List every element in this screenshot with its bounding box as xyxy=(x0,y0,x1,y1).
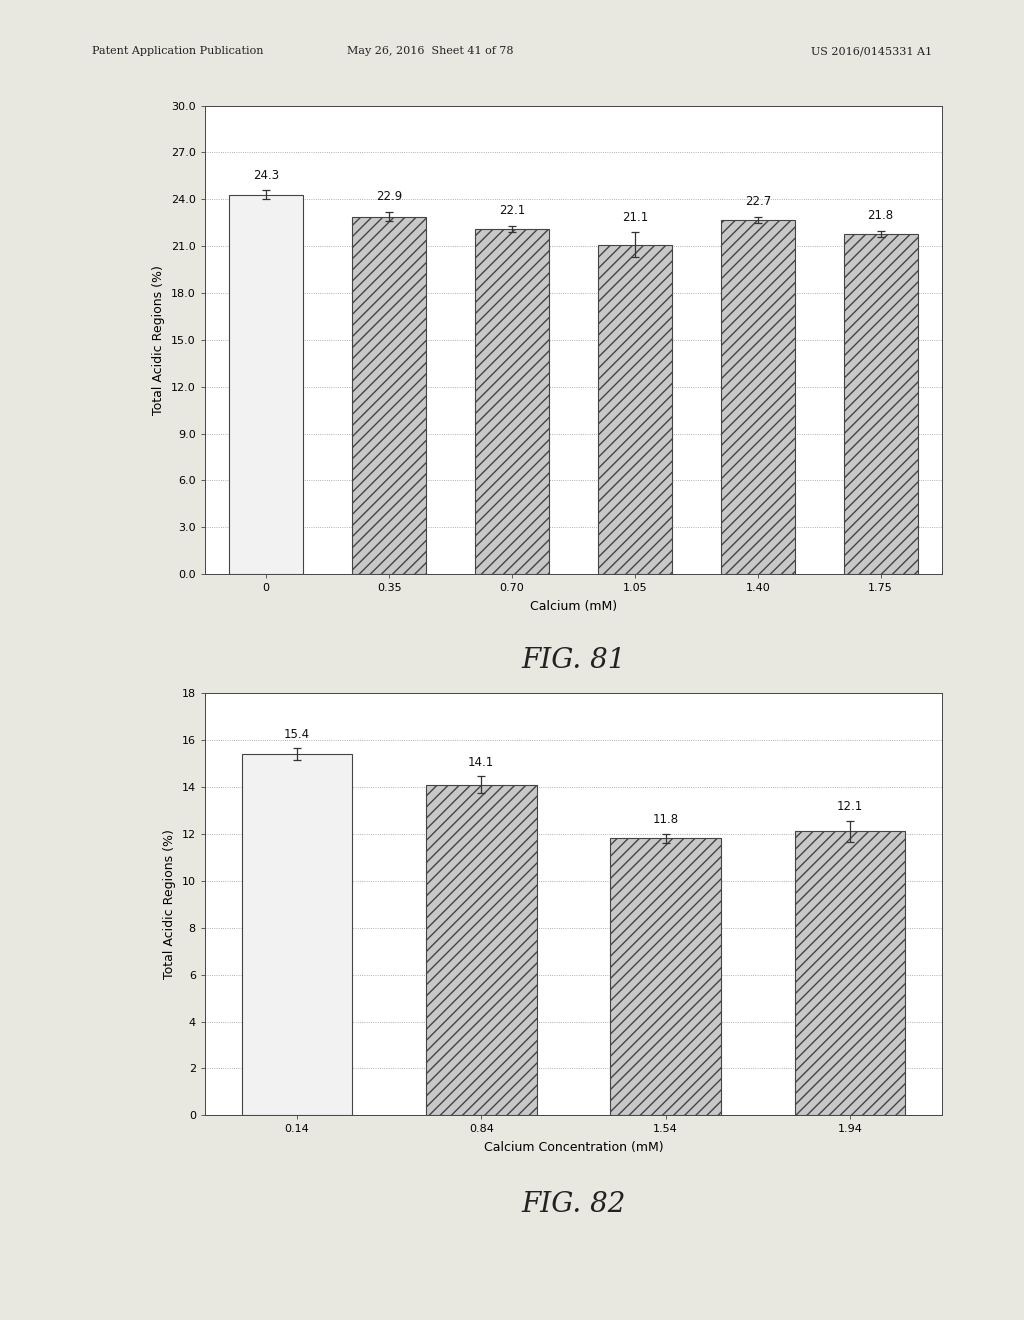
Text: 14.1: 14.1 xyxy=(468,756,495,768)
Bar xyxy=(610,838,721,1115)
Bar xyxy=(598,244,672,574)
Text: 21.8: 21.8 xyxy=(867,209,894,222)
Text: 22.1: 22.1 xyxy=(499,205,525,218)
Bar xyxy=(426,784,537,1115)
Bar xyxy=(844,234,918,574)
Text: 11.8: 11.8 xyxy=(652,813,679,826)
Text: 12.1: 12.1 xyxy=(837,800,863,813)
X-axis label: Calcium (mM): Calcium (mM) xyxy=(529,601,617,614)
Bar xyxy=(242,754,352,1115)
Text: May 26, 2016  Sheet 41 of 78: May 26, 2016 Sheet 41 of 78 xyxy=(347,46,513,57)
Text: FIG. 82: FIG. 82 xyxy=(521,1191,626,1217)
Bar xyxy=(352,216,426,574)
Text: Patent Application Publication: Patent Application Publication xyxy=(92,46,263,57)
Bar xyxy=(795,832,905,1115)
Y-axis label: Total Acidic Regions (%): Total Acidic Regions (%) xyxy=(163,829,176,979)
Text: 22.9: 22.9 xyxy=(376,190,402,203)
Bar xyxy=(475,228,549,574)
Text: US 2016/0145331 A1: US 2016/0145331 A1 xyxy=(811,46,932,57)
Y-axis label: Total Acidic Regions (%): Total Acidic Regions (%) xyxy=(153,265,165,414)
Text: FIG. 81: FIG. 81 xyxy=(521,647,626,673)
Text: 22.7: 22.7 xyxy=(744,195,771,209)
Bar xyxy=(721,219,795,574)
Bar xyxy=(229,194,303,574)
Text: 24.3: 24.3 xyxy=(253,169,280,182)
Text: 15.4: 15.4 xyxy=(284,727,310,741)
Text: 21.1: 21.1 xyxy=(622,211,648,223)
X-axis label: Calcium Concentration (mM): Calcium Concentration (mM) xyxy=(483,1142,664,1155)
